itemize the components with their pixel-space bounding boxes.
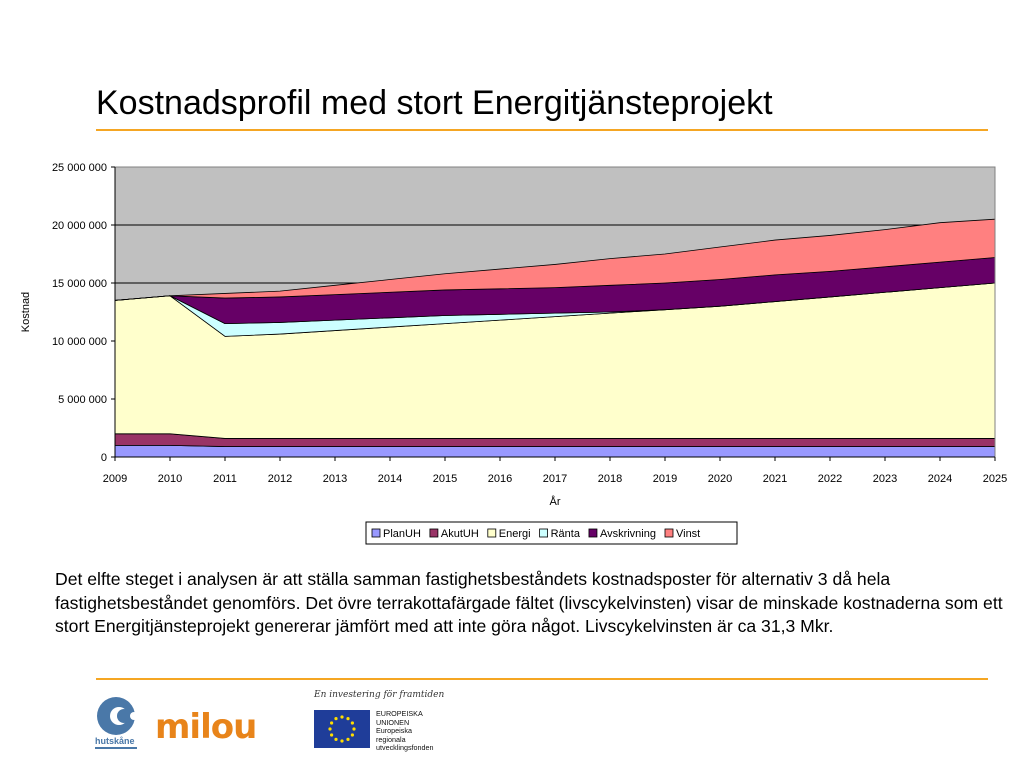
eu-star bbox=[334, 737, 338, 741]
legend-swatch-avskrivning bbox=[588, 528, 598, 538]
x-tick-label: 2010 bbox=[158, 473, 182, 485]
y-tick-label: 5 000 000 bbox=[58, 394, 107, 406]
x-tick-label: 2023 bbox=[873, 473, 897, 485]
legend-label-avskrivning: Avskrivning bbox=[600, 528, 656, 540]
eu-star bbox=[340, 715, 344, 719]
eu-text-line: EUROPEISKA bbox=[376, 709, 423, 718]
x-tick-label: 2024 bbox=[928, 473, 952, 485]
eu-text-line: UNIONEN bbox=[376, 717, 410, 727]
y-tick-label: 20 000 000 bbox=[52, 220, 107, 232]
x-axis-title: År bbox=[550, 495, 561, 508]
x-tick-label: 2016 bbox=[488, 473, 512, 485]
eu-text-line: regionala bbox=[376, 734, 406, 744]
eu-star bbox=[330, 733, 334, 737]
eu-star bbox=[328, 727, 332, 731]
legend-label-vinst: Vinst bbox=[676, 528, 700, 540]
eu-star bbox=[340, 739, 344, 743]
eu-star bbox=[350, 721, 354, 725]
legend-label-energi: Energi bbox=[499, 528, 531, 540]
y-tick-label: 0 bbox=[101, 452, 107, 464]
x-tick-label: 2020 bbox=[708, 473, 732, 485]
eu-star bbox=[350, 733, 354, 737]
eu-star bbox=[334, 717, 338, 721]
description-text: Det elfte steget i analysen är att ställ… bbox=[55, 569, 1003, 636]
legend-box bbox=[365, 521, 738, 545]
x-tick-label: 2025 bbox=[983, 473, 1007, 485]
hutskane-logo-text: hutskåne bbox=[95, 736, 135, 746]
area-series-planuh bbox=[114, 445, 996, 458]
y-tick-label: 10 000 000 bbox=[52, 336, 107, 348]
eu-star bbox=[346, 717, 350, 721]
x-tick-label: 2015 bbox=[433, 473, 457, 485]
x-tick-label: 2014 bbox=[378, 473, 402, 485]
legend-swatch-akutuh bbox=[429, 528, 439, 538]
x-tick-label: 2011 bbox=[213, 473, 237, 485]
page-title: Kostnadsprofil med stort Energitjänstepr… bbox=[96, 84, 773, 122]
x-tick-label: 2022 bbox=[818, 473, 842, 485]
cost-profile-chart: 0 5 000 000 10 000 000 15 000 000 20 000 000… bbox=[20, 162, 1007, 545]
legend-label-akutuh: AkutUH bbox=[441, 528, 479, 540]
legend-swatch-vinst bbox=[664, 528, 674, 538]
x-tick-label: 2009 bbox=[103, 473, 127, 485]
eu-star bbox=[330, 721, 334, 725]
eu-star bbox=[352, 727, 356, 731]
eu-tagline: En investering för framtiden bbox=[314, 690, 445, 700]
legend-swatch-ränta bbox=[539, 528, 548, 538]
x-tick-label: 2018 bbox=[598, 473, 622, 485]
x-tick-label: 2021 bbox=[763, 473, 787, 485]
milou-logo: milou bbox=[155, 707, 257, 747]
eu-star bbox=[346, 737, 350, 741]
y-tick-label: 15 000 000 bbox=[52, 278, 107, 290]
x-tick-label: 2013 bbox=[323, 473, 347, 485]
eu-text-line: Europeiska bbox=[376, 726, 412, 735]
hutskane-logo: hutskåne bbox=[95, 697, 138, 749]
legend-label-planuh: PlanUH bbox=[383, 528, 421, 540]
y-tick-label: 25 000 000 bbox=[52, 162, 107, 174]
x-tick-label: 2019 bbox=[653, 473, 677, 485]
title-divider bbox=[96, 129, 988, 131]
y-axis-title: Kostnad bbox=[20, 292, 32, 332]
eu-fund-text: EUROPEISKA UNIONEN Europeiska regionala … bbox=[376, 709, 434, 753]
legend-label-ränta: Ränta bbox=[551, 528, 581, 540]
footer-divider bbox=[96, 678, 988, 680]
legend-swatch-planuh bbox=[371, 528, 381, 538]
x-tick-label: 2012 bbox=[268, 473, 292, 485]
x-tick-label: 2017 bbox=[543, 473, 567, 485]
legend-swatch-energi bbox=[487, 528, 497, 538]
eu-text-line: utvecklingsfonden bbox=[376, 743, 434, 752]
eu-flag-icon bbox=[314, 710, 370, 748]
